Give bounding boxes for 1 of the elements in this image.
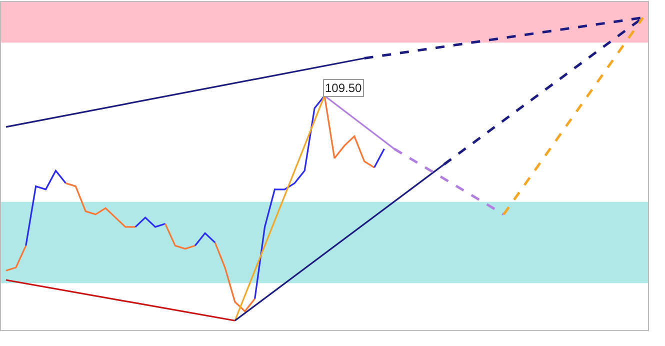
annotation: 109.50	[325, 81, 362, 95]
